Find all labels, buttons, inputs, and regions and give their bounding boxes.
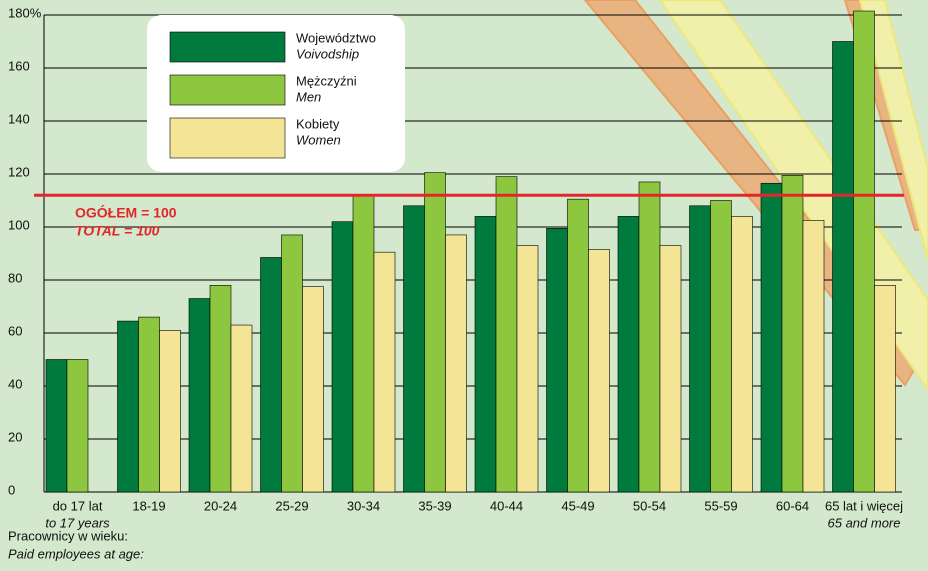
bar bbox=[230, 324, 253, 493]
bar bbox=[689, 205, 711, 493]
bar bbox=[45, 359, 68, 493]
legend-label-en: Men bbox=[296, 89, 321, 104]
bar bbox=[352, 194, 375, 493]
x-tick-label: 20-24 bbox=[204, 498, 237, 513]
y-tick-label: 60 bbox=[8, 323, 22, 338]
x-tick-label: 25-29 bbox=[275, 498, 308, 513]
bar bbox=[445, 234, 467, 493]
legend-label-en: Women bbox=[296, 132, 341, 147]
y-tick-label: 100 bbox=[8, 217, 30, 232]
bar bbox=[260, 257, 282, 493]
bar bbox=[331, 221, 354, 493]
legend-swatch bbox=[169, 74, 286, 106]
bar bbox=[588, 249, 610, 493]
bar bbox=[802, 220, 825, 493]
bar bbox=[546, 228, 568, 493]
x-tick-label: do 17 lat bbox=[53, 498, 103, 513]
x-tick-label: 18-19 bbox=[132, 498, 165, 513]
bar bbox=[781, 175, 804, 493]
bar bbox=[403, 205, 425, 493]
bar bbox=[209, 284, 232, 493]
bar bbox=[567, 198, 589, 493]
bar bbox=[159, 330, 181, 493]
bar bbox=[710, 200, 732, 493]
y-tick-label: 180% bbox=[8, 5, 42, 20]
y-tick-label: 0 bbox=[8, 482, 15, 497]
reference-label: OGÓŁEM = 100 bbox=[75, 204, 177, 221]
bar bbox=[138, 316, 160, 493]
bar bbox=[495, 176, 518, 493]
x-tick-label: 65 lat i więcej bbox=[825, 498, 903, 513]
y-tick-label: 40 bbox=[8, 376, 22, 391]
legend-label: Województwo bbox=[296, 30, 376, 45]
bar bbox=[638, 181, 661, 493]
y-tick-label: 140 bbox=[8, 111, 30, 126]
x-axis-label: Pracownicy w wieku: bbox=[8, 528, 128, 543]
bar bbox=[516, 245, 539, 493]
y-tick-label: 80 bbox=[8, 270, 22, 285]
x-tick-label: 40-44 bbox=[490, 498, 523, 513]
x-tick-label: 45-49 bbox=[561, 498, 594, 513]
bar bbox=[874, 284, 896, 493]
bar bbox=[659, 245, 682, 493]
bar bbox=[474, 216, 497, 493]
legend-swatch bbox=[169, 31, 286, 63]
legend-label: Mężczyźni bbox=[296, 73, 357, 88]
bar bbox=[853, 10, 875, 493]
bar bbox=[424, 172, 446, 493]
bar bbox=[66, 359, 89, 493]
x-tick-label: 55-59 bbox=[704, 498, 737, 513]
x-axis-label-en: Paid employees at age: bbox=[8, 546, 144, 561]
y-tick-label: 160 bbox=[8, 58, 30, 73]
legend-label: Kobiety bbox=[296, 116, 340, 131]
bar bbox=[302, 286, 324, 493]
bar bbox=[731, 216, 753, 493]
x-tick-label: 35-39 bbox=[418, 498, 451, 513]
y-tick-label: 120 bbox=[8, 164, 30, 179]
bar bbox=[832, 41, 854, 493]
bar bbox=[617, 216, 640, 493]
y-tick-label: 20 bbox=[8, 429, 22, 444]
x-tick-label: 50-54 bbox=[633, 498, 666, 513]
legend-label-en: Voivodship bbox=[296, 46, 359, 61]
bar bbox=[281, 234, 303, 493]
x-tick-label-en: 65 and more bbox=[828, 515, 901, 530]
reference-label-en: TOTAL = 100 bbox=[75, 223, 160, 239]
bar bbox=[117, 320, 139, 493]
bar bbox=[760, 182, 783, 493]
x-tick-label-en: to 17 years bbox=[45, 515, 110, 530]
x-tick-label: 30-34 bbox=[347, 498, 380, 513]
legend-swatch bbox=[169, 117, 286, 159]
bar bbox=[188, 298, 211, 493]
bar bbox=[373, 251, 396, 493]
x-tick-label: 60-64 bbox=[776, 498, 809, 513]
